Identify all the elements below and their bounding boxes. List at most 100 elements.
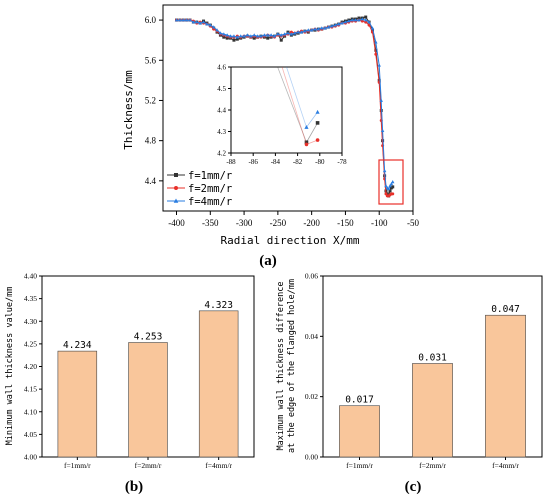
chart-a-series-3-point (350, 18, 354, 22)
chart-a-inset-x-tick-label: -88 (226, 158, 236, 166)
chart-a-series-3-point (320, 26, 324, 30)
chart-c: 0.00 0.02 0.04 0.06 f=1mm/r f=2mm/r f=4mm/r 0.… (276, 272, 543, 495)
chart-a-series-3-point (303, 29, 307, 33)
chart-c-y-tick-label: 0.00 (305, 453, 318, 462)
chart-a-panel-label: (a) (259, 253, 277, 269)
chart-a-y-tick-label: 6.0 (145, 15, 157, 25)
chart-a-series-3-point (174, 18, 179, 22)
chart-a-series-3-point (276, 32, 280, 36)
chart-a-series-3-point (242, 34, 246, 38)
chart-c-x-tick-label-3: f=4mm/r (492, 461, 519, 470)
chart-a-inset-point-1 (304, 140, 309, 145)
chart-c-bar-2 (412, 363, 453, 458)
chart-a-series-1-point (364, 15, 368, 19)
chart-a-inset: -88 -86 -84 -82 -80 -78 4.2 4.3 4.4 4.5 4.6 (217, 64, 347, 167)
chart-b-bar-value-label-2: 4.253 (134, 332, 163, 343)
chart-b-bar-value-label-3: 4.323 (204, 300, 233, 311)
chart-a-series-1-point (252, 36, 256, 40)
chart-a-series-3-point (269, 33, 273, 37)
chart-a-inset-point-2 (315, 138, 320, 142)
chart-a-series-3-point (377, 63, 381, 67)
chart-a-inset-x-tick-label: -78 (337, 158, 347, 166)
chart-a-series-3-point (191, 20, 196, 24)
chart-a-series-3-point (178, 18, 182, 22)
chart-a-zoom-box (378, 159, 404, 205)
chart-a-series-3-point (296, 30, 300, 34)
chart-a-inset-point-3 (315, 109, 320, 114)
chart-c-y-tick-label: 0.06 (305, 272, 318, 281)
chart-a-series-2-point (374, 52, 378, 56)
chart-a-series-3-point (333, 23, 338, 27)
chart-a-series-3-point (232, 34, 236, 38)
chart-a-series-3-point (343, 20, 348, 24)
chart-a-series-3-point (286, 31, 290, 35)
chart-a-series-1-point (266, 36, 270, 40)
chart-a-series-3-point (391, 179, 395, 184)
chart-b-bar-3 (198, 310, 239, 458)
chart-a-series-3-point (272, 34, 277, 38)
chart-a-series-3-point (316, 27, 321, 31)
chart-b-y-tick-label: 4.05 (24, 430, 37, 439)
chart-a-series-3-point (222, 32, 226, 36)
chart-a-series-3-point (266, 33, 270, 37)
chart-b-x-tick-label-1: f=1mm/r (64, 461, 91, 470)
chart-a-series-3-point (323, 26, 327, 30)
chart-a-series-1-point (374, 48, 378, 52)
chart-b-y-tick-label: 4.00 (24, 453, 37, 462)
chart-a-series-3-point (384, 184, 388, 188)
chart-c-y-tick-label: 0.04 (305, 332, 318, 341)
chart-a-series-3-point (293, 31, 297, 35)
chart-a-series-3-point (255, 34, 260, 38)
chart-a-series-1-point (232, 38, 236, 42)
chart-a-legend-label-1: f=1mm/r (188, 170, 232, 182)
chart-a-series-3-point (367, 20, 371, 24)
chart-a-y-tick-label: 5.6 (145, 55, 157, 65)
chart-a-series-3-point (228, 34, 233, 38)
chart-a-inset-y-tick-label: 4.6 (217, 64, 226, 72)
chart-a-series-3-point (259, 34, 263, 38)
chart-b: 4.00 4.05 4.10 4.15 4.20 4.25 4.30 4.35 4.40 f=1m… (5, 272, 255, 495)
chart-a-series-3-point (252, 33, 256, 37)
chart-a-series-1-point (357, 16, 361, 20)
chart-b-y-tick-label: 4.35 (24, 294, 37, 303)
chart-a-x-tick-label: -400 (168, 218, 185, 228)
chart-a-y-tick-label: 5.2 (145, 95, 156, 105)
chart-b-bar-2 (128, 342, 168, 458)
chart-a-series-3-point (218, 31, 223, 35)
chart-c-bar-value-label-1: 0.017 (345, 395, 374, 406)
chart-a-y-axis-label: Thickness/mm (122, 70, 135, 150)
chart-a-series-3-point (388, 184, 392, 188)
chart-a-series-3-point (380, 128, 385, 132)
chart-c-y-axis-label-line2: at the edge of the flanged hole/mm (287, 279, 297, 453)
chart-a-inset-drop-line-2 (281, 66, 307, 145)
chart-a-series-3-point (235, 35, 240, 39)
chart-a-series-3-point (299, 30, 304, 34)
chart-a-series-3-point (347, 19, 351, 23)
chart-a-series-3-point (262, 33, 267, 37)
chart-a-series-3-point (184, 18, 189, 22)
chart-a-series-line-3 (176, 18, 394, 190)
chart-a-x-axis-label: Radial direction X/mm (220, 234, 359, 247)
chart-a-series-1-point (370, 28, 374, 32)
chart-a-series-3-point (205, 22, 209, 26)
chart-a-legend-marker-2 (174, 186, 178, 190)
chart-a-series-3-point (225, 33, 229, 37)
chart-a-series-3-point (282, 32, 287, 36)
chart-a-inset-y-tick-label: 4.4 (217, 107, 226, 115)
chart-c-x-tick-label-1: f=1mm/r (346, 461, 373, 470)
chart-b-y-tick-label: 4.40 (24, 272, 37, 281)
chart-a-series-3-point (208, 23, 213, 27)
chart-a-series-3-point (336, 22, 341, 26)
chart-b-y-tick-label: 4.30 (24, 317, 37, 326)
chart-a-inset-line-2 (306, 139, 318, 145)
chart-a-inset-line-1 (306, 122, 318, 143)
chart-a-series-3-point (279, 33, 283, 37)
chart-a-series-line-2 (176, 19, 393, 197)
chart-a-series-3-point (326, 25, 331, 29)
chart-a-series-2-point (391, 192, 395, 196)
chart-a-inset-y-tick-label: 4.5 (217, 85, 226, 93)
chart-c-y-axis-label-line1: Maximum wall thickness difference (276, 282, 286, 451)
chart-a-inset-y-tick-label: 4.2 (217, 150, 226, 158)
chart-c-x-tick-label-2: f=2mm/r (419, 461, 446, 470)
